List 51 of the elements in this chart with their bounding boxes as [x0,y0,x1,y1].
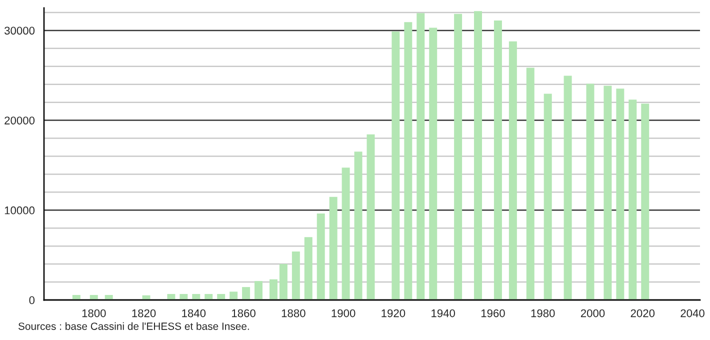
bar [604,86,612,300]
bar [392,31,400,300]
x-tick-label: 2020 [630,309,655,318]
bar [616,88,624,300]
bar [628,100,637,300]
bar [494,20,502,300]
bar [180,294,188,300]
bar [254,281,262,300]
bar [454,14,462,300]
y-tick-label: 0 [29,296,35,304]
x-tick-label: 1820 [132,309,156,318]
x-tick-label: 1860 [232,309,256,318]
bar [404,22,412,300]
x-tick-label: 1920 [382,309,406,318]
bar [167,294,176,300]
bar [429,28,438,300]
bar [192,294,200,300]
bar [292,251,300,300]
bar [316,213,325,300]
bar [641,104,650,300]
bar [304,237,312,300]
x-tick-label: 1800 [82,309,106,318]
bar [204,294,213,300]
bar [342,168,350,300]
y-tick-label: 20000 [4,116,35,124]
bar [544,94,552,300]
bar [230,292,238,300]
bar [354,152,362,300]
x-tick-label: 1840 [182,309,206,318]
x-tick-label: 1960 [481,309,505,318]
x-tick-label: 2000 [580,309,605,318]
x-tick-label: 1900 [332,309,356,318]
x-tick-label: 1980 [531,309,555,318]
bar [416,13,425,300]
bar [366,134,375,300]
bar [526,68,534,300]
bar [242,287,250,300]
x-tick-label: 2040 [680,309,704,318]
x-tick-label: 1880 [282,309,306,318]
x-tick-label: 1940 [432,309,456,318]
bar [564,76,572,300]
bar [329,196,338,300]
y-tick-label: 30000 [4,26,35,35]
bar [586,84,594,300]
bar [279,264,288,300]
bar [474,11,482,300]
y-tick-label: 10000 [4,206,35,214]
bar [269,279,278,300]
bar [217,294,226,300]
bar [508,41,517,300]
source-note: Sources : base Cassini de l'EHESS et base Insee. [18,322,249,330]
